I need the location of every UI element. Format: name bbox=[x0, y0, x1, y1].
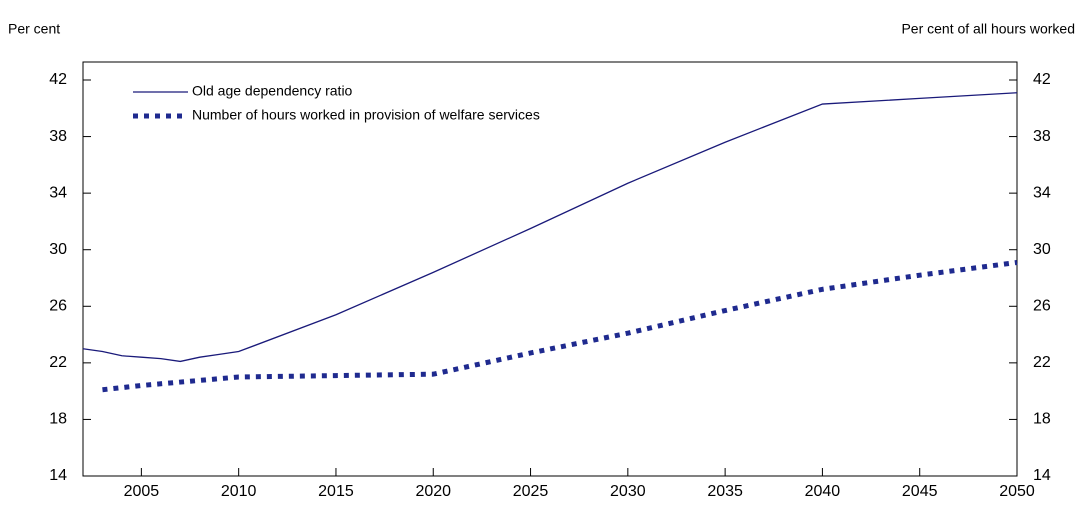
y-tick-label: 34 bbox=[49, 184, 67, 201]
y2-tick-label: 30 bbox=[1033, 241, 1051, 258]
x-tick-label: 2035 bbox=[707, 483, 743, 500]
x-tick-label: 2045 bbox=[902, 483, 938, 500]
y-tick-label: 38 bbox=[49, 128, 67, 145]
y-tick-label: 14 bbox=[49, 467, 67, 484]
y-tick-label: 22 bbox=[49, 354, 67, 371]
y2-tick-label: 18 bbox=[1033, 411, 1051, 428]
x-tick-label: 2005 bbox=[124, 483, 160, 500]
y2-tick-label: 38 bbox=[1033, 128, 1051, 145]
y2-tick-label: 34 bbox=[1033, 184, 1051, 201]
y-axis-label: Per cent bbox=[8, 21, 60, 37]
x-tick-label: 2015 bbox=[318, 483, 354, 500]
y2-tick-label: 14 bbox=[1033, 467, 1051, 484]
y-tick-label: 30 bbox=[49, 241, 67, 258]
x-tick-label: 2030 bbox=[610, 483, 646, 500]
y-tick-label: 18 bbox=[49, 411, 67, 428]
x-tick-label: 2040 bbox=[805, 483, 841, 500]
plot-frame bbox=[82, 61, 1018, 477]
y2-tick-label: 22 bbox=[1033, 354, 1051, 371]
x-tick-label: 2010 bbox=[221, 483, 257, 500]
series-line bbox=[102, 259, 1018, 393]
y2-axis-label: Per cent of all hours worked bbox=[901, 21, 1075, 37]
y2-tick-label: 42 bbox=[1033, 71, 1051, 88]
x-tick-label: 2050 bbox=[999, 483, 1035, 500]
x-tick-label: 2025 bbox=[513, 483, 549, 500]
legend-label: Old age dependency ratio bbox=[192, 83, 353, 99]
series-line bbox=[82, 92, 1018, 363]
y2-tick-label: 26 bbox=[1033, 298, 1051, 315]
y-tick-label: 26 bbox=[49, 298, 67, 315]
y-tick-label: 42 bbox=[49, 71, 67, 88]
legend-label: Number of hours worked in provision of w… bbox=[192, 107, 540, 123]
x-tick-label: 2020 bbox=[415, 483, 451, 500]
